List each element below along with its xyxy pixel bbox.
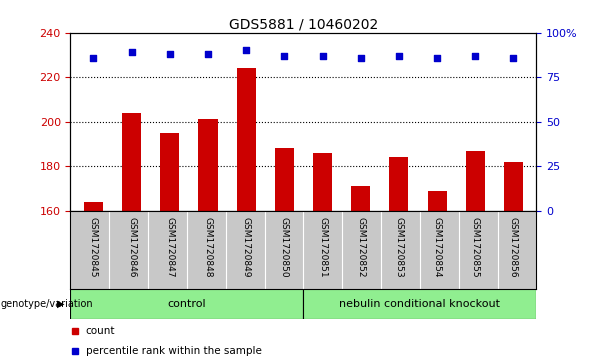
Point — [318, 53, 327, 59]
Point — [509, 55, 519, 61]
Text: percentile rank within the sample: percentile rank within the sample — [86, 346, 262, 356]
Text: GSM1720846: GSM1720846 — [127, 217, 136, 277]
Text: GSM1720850: GSM1720850 — [280, 217, 289, 277]
Bar — [199, 119, 218, 211]
Title: GDS5881 / 10460202: GDS5881 / 10460202 — [229, 17, 378, 32]
Point — [165, 51, 175, 57]
Bar — [84, 201, 103, 211]
Bar — [466, 151, 485, 211]
Text: GSM1720853: GSM1720853 — [394, 217, 403, 277]
Bar — [427, 191, 447, 211]
Point — [356, 55, 365, 61]
Point — [470, 53, 480, 59]
Text: ▶: ▶ — [57, 299, 64, 309]
Bar — [313, 153, 332, 211]
Text: GSM1720851: GSM1720851 — [318, 217, 327, 277]
Text: GSM1720848: GSM1720848 — [204, 217, 213, 277]
Point — [280, 53, 289, 59]
Point — [88, 55, 98, 61]
Text: GSM1720845: GSM1720845 — [89, 217, 98, 277]
Text: GSM1720849: GSM1720849 — [242, 217, 251, 277]
Point — [432, 55, 442, 61]
Text: GSM1720856: GSM1720856 — [509, 217, 518, 277]
Bar — [122, 113, 141, 211]
Text: count: count — [86, 326, 115, 336]
Text: GSM1720854: GSM1720854 — [433, 217, 441, 277]
Bar — [70, 289, 303, 319]
Bar — [275, 148, 294, 211]
Text: GSM1720852: GSM1720852 — [356, 217, 365, 277]
Text: nebulin conditional knockout: nebulin conditional knockout — [340, 299, 500, 309]
Point — [394, 53, 404, 59]
Bar — [237, 68, 256, 211]
Bar — [504, 162, 523, 211]
Point — [127, 49, 137, 55]
Bar — [389, 157, 408, 211]
Point — [242, 48, 251, 53]
Bar — [303, 289, 536, 319]
Bar — [351, 186, 370, 211]
Text: genotype/variation: genotype/variation — [1, 299, 93, 309]
Point — [203, 51, 213, 57]
Bar — [160, 133, 180, 211]
Text: GSM1720855: GSM1720855 — [471, 217, 480, 277]
Text: control: control — [167, 299, 207, 309]
Text: GSM1720847: GSM1720847 — [166, 217, 174, 277]
